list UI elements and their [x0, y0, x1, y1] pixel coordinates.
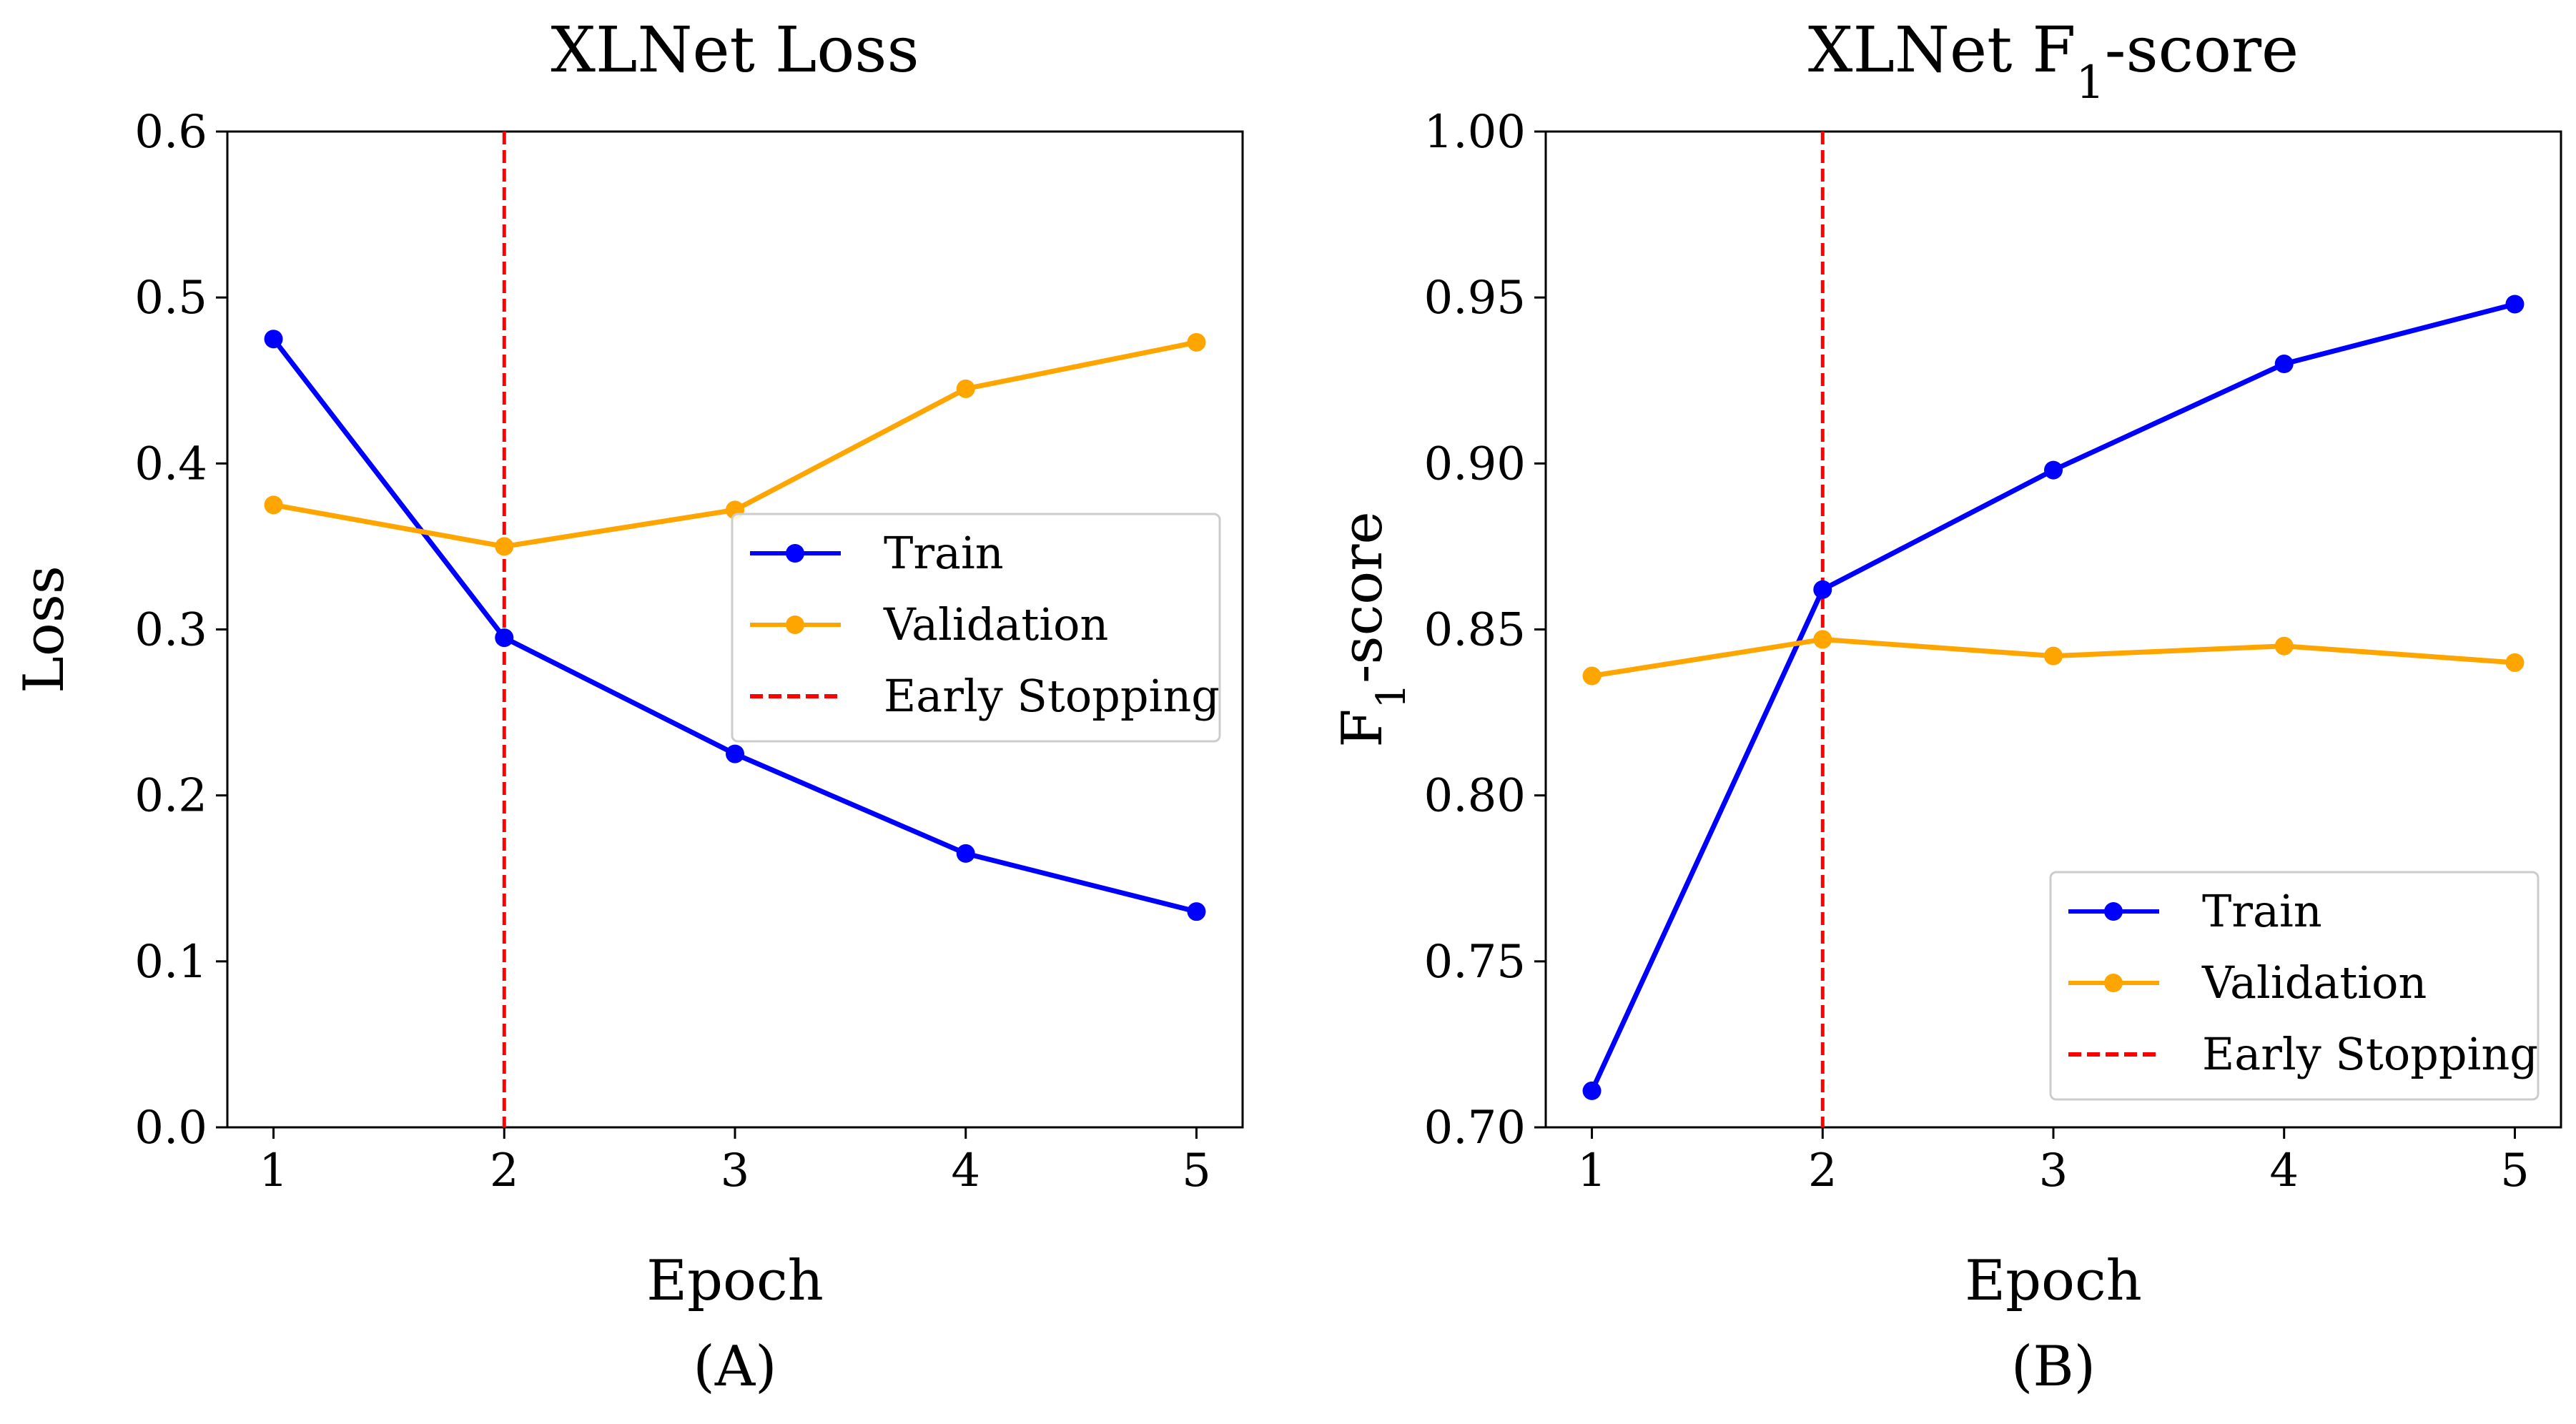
y-tick-label: 0.6: [134, 106, 207, 159]
data-point-train: [2505, 295, 2525, 314]
data-point-train: [2044, 460, 2063, 480]
y-axis-label-suffix: -score: [1331, 511, 1395, 683]
data-point-train: [726, 744, 744, 763]
legend-label-train: Train: [884, 527, 1004, 579]
legend-box: [731, 513, 1221, 743]
panel-label: (B): [2011, 1335, 2096, 1399]
data-point-validation: [264, 495, 283, 515]
panel-label: (A): [693, 1335, 776, 1399]
y-tick-label: 0.4: [134, 437, 207, 490]
data-point-train: [956, 844, 975, 863]
x-tick-label: 5: [2500, 1144, 2530, 1197]
y-tick-label: 0.2: [134, 770, 207, 823]
data-point-train: [495, 628, 514, 648]
y-tick-label: 0.85: [1424, 604, 1526, 657]
y-tick-label: 0.90: [1424, 437, 1526, 490]
y-tick-label: 0.0: [134, 1102, 207, 1154]
y-tick-label: 0.3: [134, 604, 207, 657]
data-point-validation: [2044, 646, 2063, 666]
legend-label-early-stopping: Early Stopping: [884, 670, 1220, 722]
chart-panel-a: XLNet Loss Loss Epoch (A) 1 2 3 4 5 0.0 0.1 0.2 0.3 0…: [12, 13, 1244, 1399]
x-tick-label: 4: [951, 1144, 980, 1197]
x-tick-label: 1: [1577, 1144, 1607, 1197]
y-tick-label: 0.75: [1424, 936, 1526, 989]
legend-label-validation: Validation: [2201, 956, 2427, 1009]
x-tick-label: 2: [490, 1144, 519, 1197]
legend-label-validation: Validation: [883, 598, 1108, 651]
y-tick-label: 1.00: [1424, 106, 1526, 159]
legend-box: [2049, 871, 2540, 1101]
y-axis-label: Loss: [12, 565, 77, 693]
x-tick-label: 4: [2269, 1144, 2299, 1197]
x-tick-label: 3: [721, 1144, 750, 1197]
legend-marker-validation: [786, 615, 804, 634]
data-point-validation: [956, 379, 975, 398]
chart-title: XLNet Loss: [551, 13, 919, 86]
x-axis-label: Epoch: [1965, 1249, 2142, 1313]
y-tick-label: 0.80: [1424, 770, 1526, 823]
x-tick-label: 3: [2039, 1144, 2068, 1197]
chart-title-suffix: -score: [2105, 13, 2299, 86]
y-tick-label: 0.95: [1424, 272, 1526, 325]
data-point-validation: [2274, 636, 2294, 656]
legend-marker-validation: [2104, 974, 2123, 992]
legend-marker-train: [2104, 902, 2123, 921]
y-axis-label-subscript: 1: [1368, 683, 1415, 709]
data-point-validation: [2505, 653, 2525, 672]
data-point-train: [1582, 1081, 1602, 1100]
data-point-train: [1813, 580, 1832, 599]
x-tick-label: 2: [1808, 1144, 1837, 1197]
chart-title-base: XLNet F: [1808, 13, 2076, 86]
legend: Train Validation Early Stopping: [2049, 871, 2540, 1101]
data-point-validation: [1187, 332, 1206, 352]
legend-label-train: Train: [2202, 885, 2322, 937]
y-axis-label-base: F: [1331, 709, 1395, 748]
y-tick-label: 0.70: [1424, 1102, 1526, 1154]
y-tick-label: 0.1: [134, 936, 207, 989]
chart-title-subscript: 1: [2076, 56, 2104, 109]
x-tick-label: 1: [259, 1144, 288, 1197]
data-point-validation: [495, 537, 514, 556]
y-axis-label-base: Loss: [12, 565, 77, 693]
y-tick-label: 0.5: [134, 272, 207, 325]
x-tick-label: 5: [1182, 1144, 1211, 1197]
data-point-train: [264, 330, 283, 349]
data-point-validation: [1582, 666, 1602, 686]
x-axis-label: Epoch: [646, 1249, 824, 1313]
y-axis-label: F1-score: [1331, 511, 1415, 747]
legend: Train Validation Early Stopping: [731, 513, 1221, 743]
legend-marker-train: [786, 544, 804, 563]
data-point-validation: [1813, 630, 1832, 649]
chart-title-base: XLNet Loss: [551, 13, 919, 86]
data-point-train: [1187, 902, 1206, 921]
legend-label-early-stopping: Early Stopping: [2202, 1028, 2538, 1080]
data-point-train: [2274, 355, 2294, 374]
chart-title: XLNet F1-score: [1808, 13, 2299, 109]
